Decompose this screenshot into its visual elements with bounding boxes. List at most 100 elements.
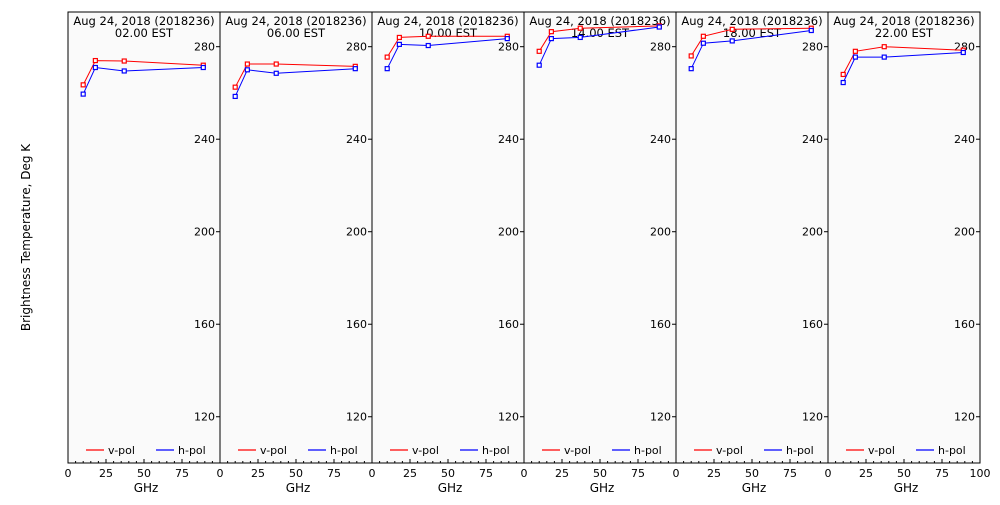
x-tick-label: 100 [970, 467, 991, 480]
y-tick-label: 120 [194, 411, 215, 424]
x-tick-label: 25 [99, 467, 113, 480]
data-point-h-pol [840, 79, 846, 86]
x-tick-label: 25 [859, 467, 873, 480]
data-point-h-pol [688, 66, 694, 72]
x-tick-label: 0 [369, 467, 376, 480]
data-point-h-pol [396, 41, 402, 47]
x-axis-label: GHz [742, 481, 767, 495]
y-axis-label: Brightness Temperature, Deg K [19, 143, 33, 331]
data-point-h-pol [504, 35, 510, 42]
data-point-h-pol [384, 66, 390, 72]
data-point-h-pol [808, 27, 814, 34]
data-point-h-pol [852, 54, 858, 60]
x-axis-label: GHz [894, 481, 919, 495]
y-tick-label: 280 [194, 41, 215, 54]
y-tick-label: 120 [346, 411, 367, 424]
x-tick-label: 75 [935, 467, 949, 480]
data-point-v-pol [232, 84, 238, 90]
x-tick-label: 50 [289, 467, 303, 480]
data-point-v-pol [688, 53, 694, 59]
x-axis-label: GHz [590, 481, 615, 495]
y-tick-label: 240 [194, 133, 215, 146]
data-point-v-pol [121, 58, 127, 64]
panel-title: Aug 24, 2018 (2018236) [377, 14, 518, 28]
panel-title: Aug 24, 2018 (2018236) [529, 14, 670, 28]
legend-label: h-pol [938, 444, 966, 457]
data-point-v-pol [244, 61, 250, 67]
y-tick-label: 120 [650, 411, 671, 424]
data-point-h-pol [577, 34, 583, 41]
x-tick-label: 0 [521, 467, 528, 480]
y-tick-label: 240 [346, 133, 367, 146]
x-tick-label: 75 [479, 467, 493, 480]
x-tick-label: 75 [631, 467, 645, 480]
data-point-v-pol [396, 34, 402, 41]
x-tick-label: 75 [327, 467, 341, 480]
data-point-h-pol [548, 35, 554, 42]
y-tick-label: 240 [802, 133, 823, 146]
legend-label: v-pol [868, 444, 895, 457]
data-point-v-pol [577, 25, 583, 31]
legend-label: h-pol [330, 444, 358, 457]
y-tick-label: 280 [650, 41, 671, 54]
y-tick-label: 240 [498, 133, 519, 146]
series-line-h-pol [82, 66, 204, 95]
x-tick-label: 75 [175, 467, 189, 480]
x-tick-label: 0 [673, 467, 680, 480]
data-point-h-pol [729, 38, 735, 44]
legend-label: v-pol [716, 444, 743, 457]
x-tick-label: 25 [403, 467, 417, 480]
x-tick-label: 0 [825, 467, 832, 480]
x-axis-label: GHz [438, 481, 463, 495]
series-line-v-pol [386, 35, 508, 58]
data-point-h-pol [352, 66, 358, 72]
legend-label: h-pol [482, 444, 510, 457]
x-tick-label: 25 [555, 467, 569, 480]
panel-subtitle: 22.00 EST [875, 26, 934, 40]
data-point-h-pol [425, 42, 431, 49]
panel-title: Aug 24, 2018 (2018236) [681, 14, 822, 28]
x-tick-label: 0 [217, 467, 224, 480]
y-tick-label: 160 [346, 318, 367, 331]
x-tick-label: 50 [897, 467, 911, 480]
legend-label: v-pol [260, 444, 287, 457]
series-line-v-pol [690, 27, 812, 57]
y-tick-label: 160 [954, 318, 975, 331]
x-axis-label: GHz [134, 481, 159, 495]
series-line-h-pol [842, 52, 964, 83]
y-tick-label: 200 [802, 226, 823, 239]
data-point-h-pol [536, 62, 542, 68]
data-point-h-pol [700, 40, 706, 46]
data-point-v-pol [80, 82, 86, 88]
data-point-v-pol [729, 26, 735, 32]
data-point-v-pol [273, 61, 279, 67]
y-tick-label: 240 [650, 133, 671, 146]
series-line-h-pol [386, 38, 508, 69]
legend-label: h-pol [634, 444, 662, 457]
x-tick-label: 75 [783, 467, 797, 480]
data-point-v-pol [536, 48, 542, 54]
data-point-v-pol [840, 71, 846, 78]
series-line-v-pol [82, 60, 204, 86]
y-tick-label: 200 [346, 226, 367, 239]
data-point-h-pol [121, 68, 127, 74]
series-line-v-pol [234, 63, 356, 88]
series-line-h-pol [234, 68, 356, 97]
x-tick-label: 25 [707, 467, 721, 480]
data-point-v-pol [700, 33, 706, 39]
y-tick-label: 280 [346, 41, 367, 54]
y-tick-label: 160 [194, 318, 215, 331]
y-tick-label: 120 [498, 411, 519, 424]
y-tick-label: 280 [498, 41, 519, 54]
data-point-h-pol [232, 93, 238, 100]
x-tick-label: 50 [593, 467, 607, 480]
y-tick-label: 160 [650, 318, 671, 331]
y-tick-label: 200 [954, 226, 975, 239]
data-point-h-pol [92, 64, 98, 71]
data-point-h-pol [960, 49, 966, 56]
data-point-h-pol [881, 54, 887, 60]
data-point-h-pol [200, 64, 206, 71]
data-point-v-pol [384, 54, 390, 60]
y-tick-label: 120 [954, 411, 975, 424]
